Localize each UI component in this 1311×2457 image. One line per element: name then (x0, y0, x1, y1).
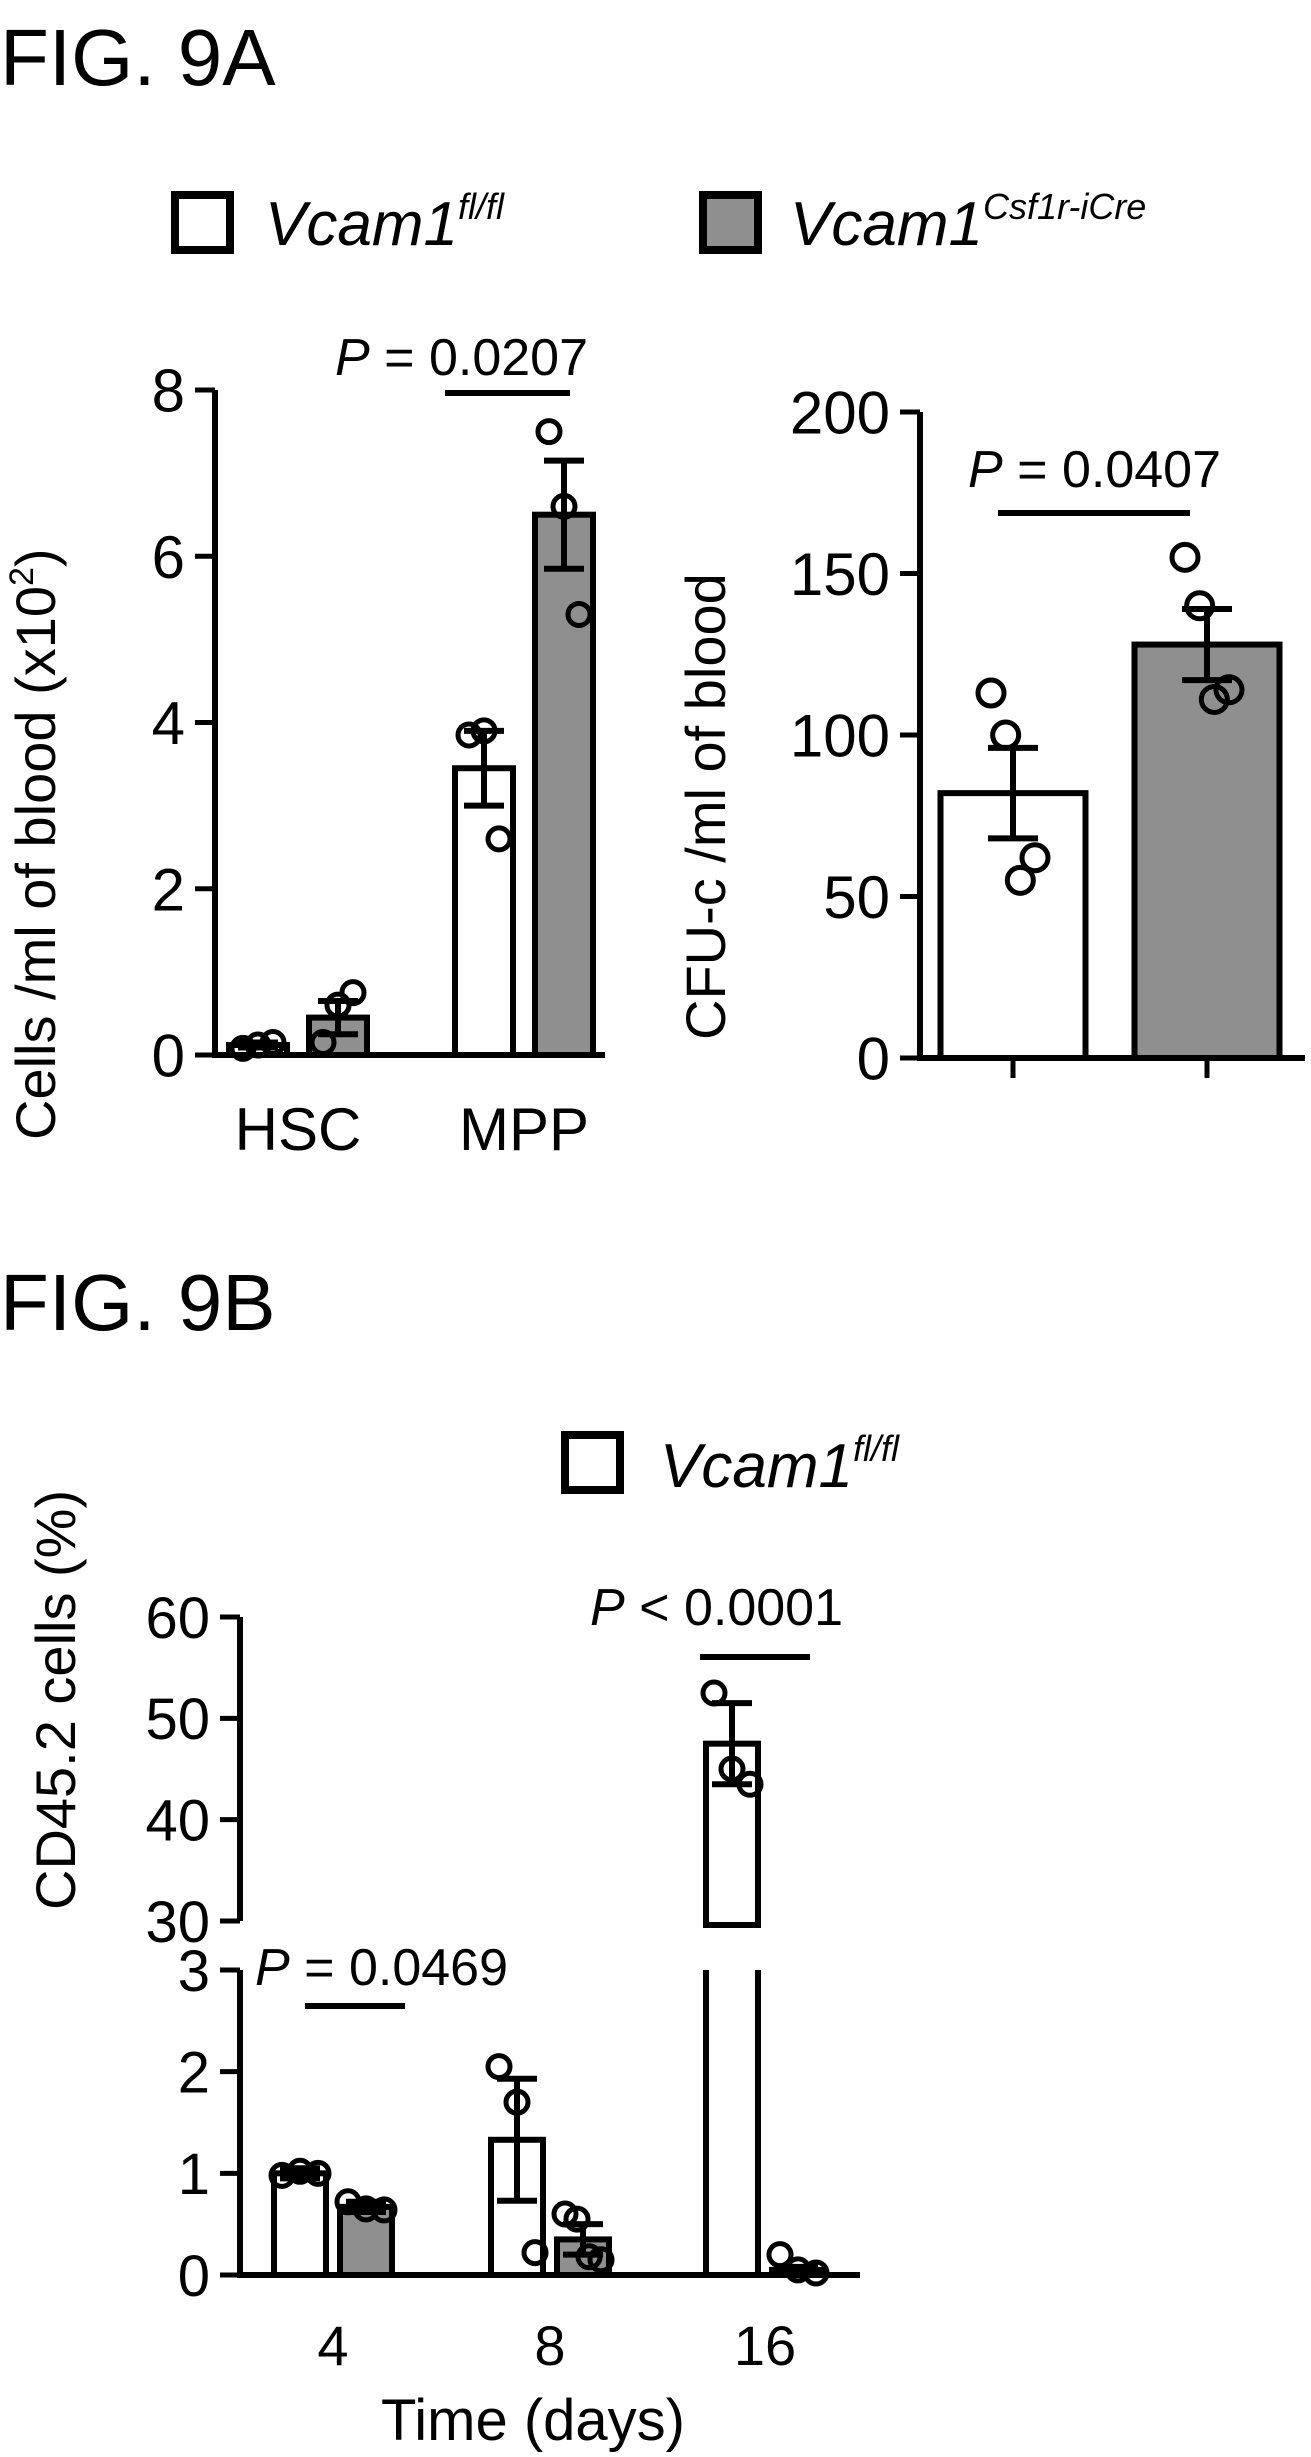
bar-9a-left (532, 511, 596, 1058)
bar-9a-right (1131, 641, 1283, 1061)
y-9b-lower-tick-label: 2 (178, 2041, 210, 2106)
data-9b-point (563, 2205, 591, 2233)
x-tick-label-16: 16 (734, 2314, 796, 2377)
y-9a-right-tick-label: 50 (823, 864, 890, 931)
data-9b-point (575, 2243, 603, 2271)
y-9a-right-tick-label: 200 (790, 380, 890, 447)
data-9b-point (268, 2161, 296, 2189)
data-9a-left-point (535, 418, 563, 446)
y-9b-upper-tick-label: 40 (145, 1789, 210, 1854)
bar-9b (488, 2136, 546, 2279)
p-value-9b-4: P = 0.0469 (255, 1939, 508, 1997)
x-axis-label-9b: Time (days) (381, 2388, 685, 2453)
data-9b-point (503, 2088, 531, 2116)
fig-9b-label: FIG. 9B (0, 1258, 276, 1347)
data-9b-point (370, 2196, 398, 2224)
data-9b-point (766, 2241, 794, 2269)
data-9b-point (587, 2246, 615, 2274)
x-tick-label-hsc: HSC (235, 1096, 362, 1163)
data-9a-right-point (1213, 674, 1245, 706)
x-tick-label-4: 4 (317, 2314, 348, 2377)
y-ticks-9b: 0 1 2 330 40 50 60 (145, 1586, 240, 2309)
legend-swatch-cre (699, 191, 762, 254)
data-9a-left-point (470, 717, 498, 745)
y-9a-left-tick-label: 4 (152, 690, 185, 757)
data-9b-point (521, 2239, 549, 2267)
data-9a-right-point (1019, 842, 1051, 874)
y-axis-label-9a-left: Cells /ml of blood (x102) (3, 548, 67, 1140)
data-9a-left-point (550, 492, 578, 520)
data-9b-point (286, 2157, 314, 2185)
chart-9a-right: CFU-c /ml of blood 0 50 100 150 200 P = 0.04… (674, 380, 1305, 1093)
p-value-9a-left: P = 0.0207 (335, 329, 588, 387)
y-9a-right-tick-label: 0 (857, 1026, 890, 1093)
bar-9b (337, 2203, 395, 2278)
y-9b-lower-tick-label: 0 (178, 2244, 210, 2309)
fig-9a-label: FIG. 9A (0, 13, 276, 102)
data-9b-point (736, 1770, 764, 1798)
x-tick-label-mpp: MPP (459, 1096, 589, 1163)
x-tick-label-8: 8 (534, 2314, 565, 2377)
data-9b-point (700, 1679, 728, 1707)
data-9a-right-point (990, 719, 1022, 751)
y-9a-right-tick-label: 150 (790, 541, 890, 608)
y-9b-lower-tick-label: 1 (178, 2142, 210, 2207)
legend-label-fl: Vcam1fl/fl (265, 186, 505, 259)
legend-swatch-fl-9b (561, 1431, 624, 1494)
data-9a-left-point (309, 1029, 337, 1057)
data-9a-left-point (259, 1029, 287, 1057)
data-9b-point (784, 2256, 812, 2284)
data-9a-left-point (244, 1031, 272, 1059)
y-9a-left-tick-label: 2 (152, 856, 185, 923)
data-9a-left-point (339, 979, 367, 1007)
bars-9a-left (226, 418, 596, 1062)
y-9b-lower-tick-label: 3 (178, 1939, 210, 2004)
data-9a-left-point (565, 600, 593, 628)
bars-9b (268, 1679, 830, 2287)
y-ticks-9a-right: 0 50 100 150 200 (790, 380, 920, 1093)
y-9a-left-tick-label: 0 (152, 1023, 185, 1090)
legend-swatch-fl (171, 191, 234, 254)
y-ticks-9a-left: 0 2 4 6 8 (152, 358, 215, 1090)
legend-label-cre: Vcam1Csf1r-iCre (790, 186, 1146, 259)
y-9b-upper-tick-label: 30 (145, 1890, 210, 1955)
legend-9b: Vcam1fl/fl (561, 1428, 900, 1501)
bars-9a-right (937, 541, 1283, 1061)
data-9b-point (485, 2053, 513, 2081)
y-axis-label-9b: CD45.2 cells (%) (24, 1490, 87, 1910)
data-9b-point (718, 1755, 746, 1783)
y-9b-upper-tick-label: 60 (145, 1586, 210, 1651)
data-9a-left-point (455, 721, 483, 749)
y-9a-left-tick-label: 6 (152, 524, 185, 591)
data-9a-right-point (1184, 590, 1216, 622)
data-9a-right-point (975, 677, 1007, 709)
legend-label-fl-9b: Vcam1fl/fl (660, 1428, 900, 1501)
data-9b-point (802, 2259, 830, 2287)
y-9b-upper-tick-label: 50 (145, 1687, 210, 1752)
bar-9a-left (452, 765, 516, 1058)
y-9a-right-tick-label: 100 (790, 703, 890, 770)
legend-9a: Vcam1fl/fl Vcam1Csf1r-iCre (171, 186, 1146, 259)
y-axis-label-9a-right: CFU-c /ml of blood (674, 573, 737, 1040)
data-9b-point (304, 2159, 332, 2187)
data-9a-right-point (1169, 541, 1201, 573)
data-9a-right-point (1004, 864, 1036, 896)
p-value-9a-right: P = 0.0407 (968, 441, 1221, 499)
chart-9b: CD45.2 cells (%) 0 1 2 330 40 50 60 4 8 16 Tim… (24, 1490, 860, 2453)
y-9a-left-tick-label: 8 (152, 358, 185, 425)
data-9b-point (352, 2195, 380, 2223)
p-value-9b-16: P < 0.0001 (590, 1579, 843, 1637)
data-9a-left-point (229, 1034, 257, 1062)
data-9a-left-point (485, 825, 513, 853)
